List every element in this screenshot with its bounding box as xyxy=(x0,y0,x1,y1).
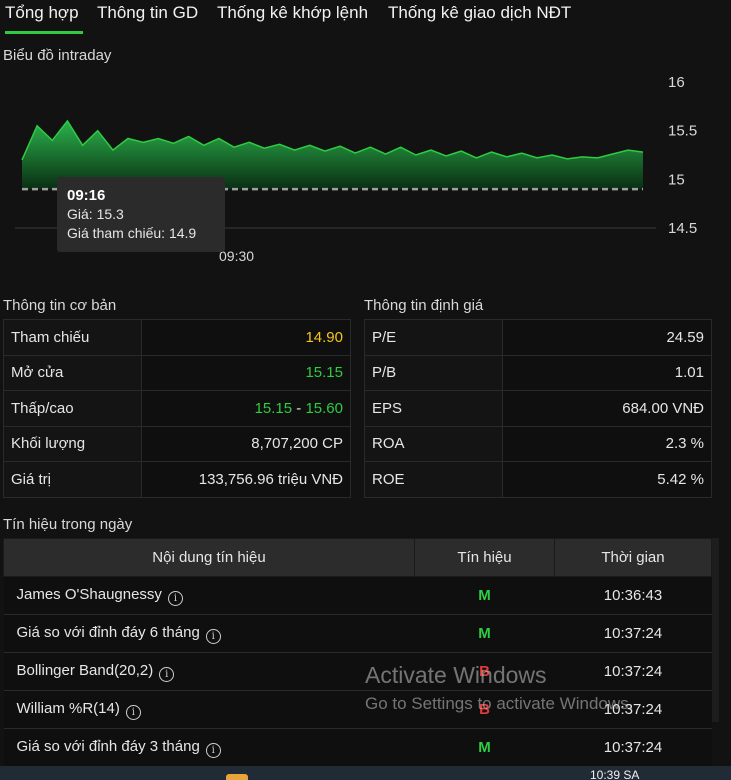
signal-value: M xyxy=(414,614,555,653)
chart-title: Biểu đồ intraday xyxy=(3,47,112,64)
signal-time: 10:36:43 xyxy=(554,576,712,615)
open-price: 15.15 xyxy=(141,354,351,391)
row-label: Khối lượng xyxy=(3,425,142,462)
low-high-separator: - xyxy=(292,399,306,417)
price-line xyxy=(21,119,644,161)
table-header-row: Nội dung tín hiệu Tín hiệu Thời gian xyxy=(3,538,712,577)
row-label: Mở cửa xyxy=(3,354,142,391)
signal-name-cell: James O'Shaugnessy i xyxy=(3,576,415,615)
signal-value: M xyxy=(414,576,555,615)
reference-price: 14.90 xyxy=(141,319,351,356)
high-price: 15.60 xyxy=(305,399,343,417)
signals-title: Tín hiệu trong ngày xyxy=(3,516,133,533)
table-row: Khối lượng 8,707,200 CP xyxy=(3,425,351,462)
info-icon[interactable]: i xyxy=(125,704,141,720)
info-icon[interactable]: i xyxy=(159,666,175,682)
table-row: Giá so với đỉnh đáy 3 tháng i M 10:37:24 xyxy=(3,728,712,767)
signal-time: 10:37:24 xyxy=(554,614,712,653)
y-tick-label: 15 xyxy=(668,171,685,188)
signal-time: 10:37:24 xyxy=(554,652,712,691)
y-tick-label: 14.5 xyxy=(668,220,697,237)
table-row: P/E 24.59 xyxy=(364,319,712,356)
table-row: William %R(14) i B 10:37:24 xyxy=(3,690,712,729)
pe-value: 24.59 xyxy=(502,319,712,356)
signal-name-cell: Giá so với đỉnh đáy 6 tháng i xyxy=(3,614,415,653)
header-signal-content[interactable]: Nội dung tín hiệu xyxy=(3,538,415,577)
row-label: Thấp/cao xyxy=(3,390,142,427)
table-row: Thấp/cao 15.15 - 15.60 xyxy=(3,390,351,427)
tab-thong-ke-khop-lenh[interactable]: Thống kê khớp lệnh xyxy=(217,3,369,22)
taskbar-clock: 10:39 SA xyxy=(590,768,640,780)
tooltip-price: Giá: 15.3 xyxy=(67,206,124,222)
table-row: Mở cửa 15.15 xyxy=(3,354,351,391)
row-label: P/E xyxy=(364,319,503,356)
tab-bar: Tổng hợp Thông tin GD Thống kê khớp lệnh… xyxy=(0,0,731,36)
eps-value: 684.00 VNĐ xyxy=(502,390,712,427)
tab-thong-ke-giao-dich-ndt[interactable]: Thống kê giao dịch NĐT xyxy=(388,3,572,22)
roe-value: 5.42 % xyxy=(502,461,712,498)
signal-name: James O'Shaugnessy xyxy=(16,585,162,603)
pb-value: 1.01 xyxy=(502,354,712,391)
chart-tooltip: 09:16 Giá: 15.3 Giá tham chiếu: 14.9 xyxy=(57,177,225,252)
signal-value: M xyxy=(414,728,555,767)
tab-thong-tin-gd[interactable]: Thông tin GD xyxy=(97,3,199,22)
table-row: Giá trị 133,756.96 triệu VNĐ xyxy=(3,461,351,498)
signal-name-cell: William %R(14) i xyxy=(3,690,415,729)
signal-name-cell: Giá so với đỉnh đáy 3 tháng i xyxy=(3,728,415,767)
table-row: ROE 5.42 % xyxy=(364,461,712,498)
roa-value: 2.3 % xyxy=(502,425,712,462)
table-row: Bollinger Band(20,2) i B 10:37:24 xyxy=(3,652,712,691)
signal-name: William %R(14) xyxy=(16,699,120,717)
row-label: ROE xyxy=(364,461,503,498)
table-row: Giá so với đỉnh đáy 6 tháng i M 10:37:24 xyxy=(3,614,712,653)
price-area xyxy=(22,120,643,190)
info-icon[interactable]: i xyxy=(205,742,221,758)
signal-value: B xyxy=(414,652,555,691)
table-row: Tham chiếu 14.90 xyxy=(3,319,351,356)
header-time[interactable]: Thời gian xyxy=(554,538,712,577)
table-row: EPS 684.00 VNĐ xyxy=(364,390,712,427)
table-row: P/B 1.01 xyxy=(364,354,712,391)
basic-info-title: Thông tin cơ bản xyxy=(3,297,117,314)
info-icon[interactable]: i xyxy=(205,628,221,644)
scrollbar[interactable] xyxy=(712,538,719,722)
trade-value: 133,756.96 triệu VNĐ xyxy=(141,461,351,498)
row-label: ROA xyxy=(364,425,503,462)
signal-name-cell: Bollinger Band(20,2) i xyxy=(3,652,415,691)
tab-tong-hop[interactable]: Tổng hợp xyxy=(5,0,83,34)
tooltip-reference: Giá tham chiếu: 14.9 xyxy=(67,225,197,241)
table-row: James O'Shaugnessy i M 10:36:43 xyxy=(3,576,712,615)
x-tick-label: 09:30 xyxy=(219,248,254,264)
signal-value: B xyxy=(414,690,555,729)
signal-time: 10:37:24 xyxy=(554,728,712,767)
signal-name: Giá so với đỉnh đáy 6 tháng xyxy=(16,623,200,641)
basic-info-table: Tham chiếu 14.90 Mở cửa 15.15 Thấp/cao 1… xyxy=(3,319,351,498)
volume-value: 8,707,200 CP xyxy=(141,425,351,462)
row-label: EPS xyxy=(364,390,503,427)
signal-name: Bollinger Band(20,2) xyxy=(16,661,154,679)
tooltip-time: 09:16 xyxy=(67,187,106,204)
signals-table: Nội dung tín hiệu Tín hiệu Thời gian Jam… xyxy=(3,538,712,767)
valuation-title: Thông tin định giá xyxy=(364,297,484,314)
low-high-value: 15.15 - 15.60 xyxy=(141,390,351,427)
table-row: ROA 2.3 % xyxy=(364,425,712,462)
taskbar xyxy=(0,766,731,780)
row-label: Tham chiếu xyxy=(3,319,142,356)
y-tick-label: 16 xyxy=(668,74,685,91)
row-label: P/B xyxy=(364,354,503,391)
signal-time: 10:37:24 xyxy=(554,690,712,729)
signal-name: Giá so với đỉnh đáy 3 tháng xyxy=(16,737,200,755)
taskbar-app-icon[interactable] xyxy=(226,774,248,780)
y-tick-label: 15.5 xyxy=(668,123,697,140)
low-price: 15.15 xyxy=(254,399,293,417)
valuation-table: P/E 24.59 P/B 1.01 EPS 684.00 VNĐ ROA 2.… xyxy=(364,319,712,498)
info-icon[interactable]: i xyxy=(167,590,183,606)
row-label: Giá trị xyxy=(3,461,142,498)
header-signal[interactable]: Tín hiệu xyxy=(414,538,555,577)
